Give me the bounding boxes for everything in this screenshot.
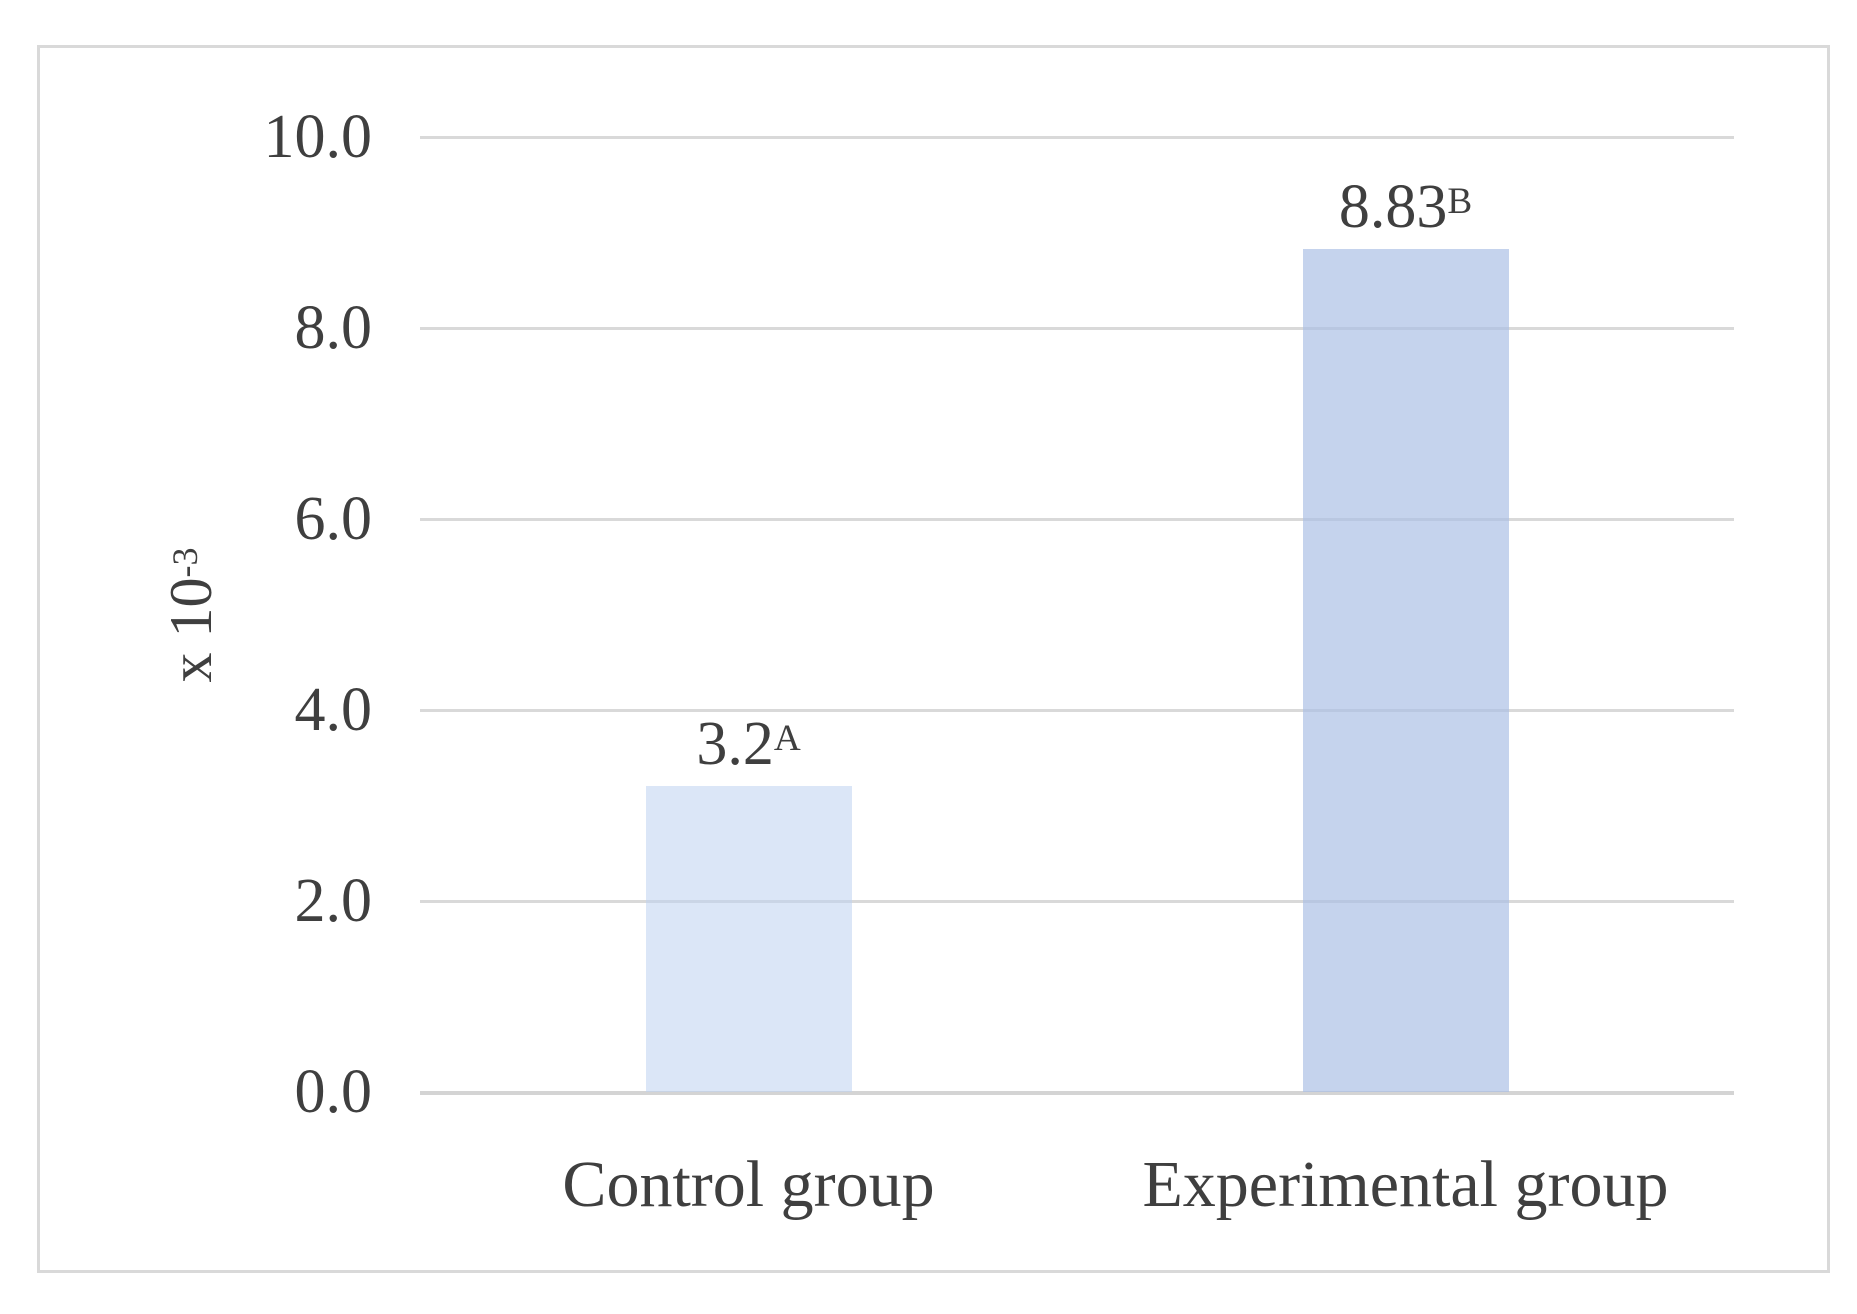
chart-frame (37, 45, 1830, 1273)
y-axis-title-text: x 10 (157, 577, 224, 683)
y-tick-label: 6.0 (294, 485, 373, 553)
data-label-value: 8.83 (1338, 172, 1448, 241)
y-tick-label: 10.0 (263, 103, 373, 171)
data-label: 3.2A (696, 702, 800, 781)
gridline (420, 517, 1734, 521)
bar-experimental-group (1302, 248, 1509, 1092)
data-label: 8.83B (1339, 165, 1472, 244)
category-label: Experimental group (1142, 1148, 1669, 1221)
y-tick-label: 2.0 (294, 867, 373, 935)
gridline (420, 326, 1734, 330)
y-tick-label: 4.0 (294, 676, 373, 744)
plot-area (420, 137, 1734, 1092)
category-label: Control group (562, 1148, 935, 1221)
gridline (420, 899, 1734, 903)
y-axis-title: x 10-3 (150, 548, 226, 683)
y-tick-label: 8.0 (294, 294, 373, 362)
bar-control-group (645, 786, 852, 1092)
data-label-superscript: B (1447, 180, 1473, 222)
data-label-superscript: A (773, 718, 801, 760)
y-tick-label: 0.0 (294, 1058, 373, 1126)
data-label-value: 3.2 (696, 710, 774, 779)
x-axis-line (420, 1090, 1734, 1095)
gridline (420, 708, 1734, 712)
gridline (420, 135, 1734, 139)
